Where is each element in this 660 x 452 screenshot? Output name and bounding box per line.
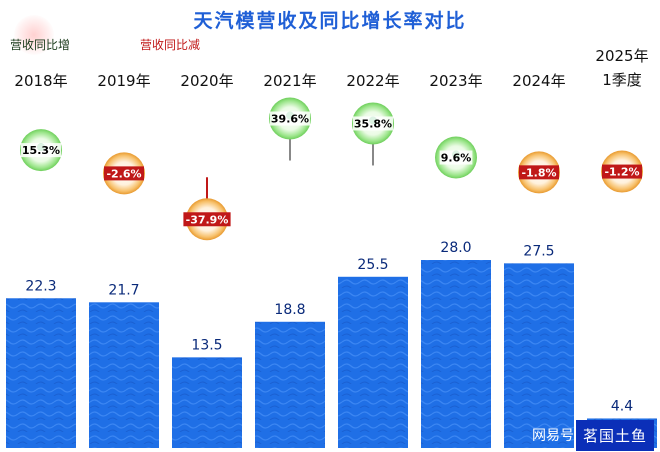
bar-1 xyxy=(89,302,159,448)
legend-marker xyxy=(14,15,54,55)
growth-label-bg-5 xyxy=(439,150,473,165)
watermark-prefix: 网易号 xyxy=(531,428,574,444)
growth-label-5: 9.6% xyxy=(441,152,472,165)
bar-5 xyxy=(421,260,491,448)
category-label-3: 2021年 xyxy=(263,72,317,90)
legend-decrease: 营收同比减 xyxy=(140,38,201,52)
bar-6 xyxy=(504,263,574,448)
growth-label-2: -37.9% xyxy=(186,213,229,226)
category-label-0: 2018年 xyxy=(14,72,68,90)
value-label-3: 18.8 xyxy=(274,302,305,318)
growth-label-bg-2 xyxy=(183,212,231,227)
growth-label-7: -1.2% xyxy=(604,166,639,179)
growth-label-3: 39.6% xyxy=(271,113,309,126)
chart-title: 天汽模营收及同比增长率对比 xyxy=(193,10,467,32)
bar-3 xyxy=(255,321,325,448)
growth-label-bg-7 xyxy=(602,164,642,179)
growth-label-bg-6 xyxy=(519,165,559,180)
value-label-2: 13.5 xyxy=(191,337,222,353)
watermark: 网易号 茗国土鱼 xyxy=(531,419,654,451)
value-label-1: 21.7 xyxy=(108,282,139,298)
value-label-6: 27.5 xyxy=(523,243,554,259)
category-label-5: 2023年 xyxy=(429,72,483,90)
value-label-0: 22.3 xyxy=(25,278,56,294)
growth-label-1: -2.6% xyxy=(106,167,141,180)
growth-label-bg-1 xyxy=(104,166,144,181)
category-label-6: 2024年 xyxy=(512,72,566,90)
category-label-1: 2019年 xyxy=(97,72,151,90)
growth-label-bg-0 xyxy=(21,143,61,158)
growth-label-bg-4 xyxy=(353,116,393,131)
watermark-name: 茗国土鱼 xyxy=(575,419,654,451)
bar-2 xyxy=(172,357,242,448)
growth-label-bg-3 xyxy=(270,111,310,126)
growth-label-4: 35.8% xyxy=(354,117,392,130)
category-label-4: 2022年 xyxy=(346,72,400,90)
bar-4 xyxy=(338,276,408,448)
category-label-7: 2025年 1季度 xyxy=(595,47,649,89)
value-label-5: 28.0 xyxy=(440,240,471,256)
value-label-7: 4.4 xyxy=(611,398,633,414)
value-label-4: 25.5 xyxy=(357,257,388,273)
bar-0 xyxy=(6,298,76,448)
legend-increase: 营收同比增 xyxy=(10,38,71,52)
growth-label-6: -1.8% xyxy=(521,166,556,179)
growth-label-0: 15.3% xyxy=(22,144,60,157)
category-label-2: 2020年 xyxy=(180,72,234,90)
